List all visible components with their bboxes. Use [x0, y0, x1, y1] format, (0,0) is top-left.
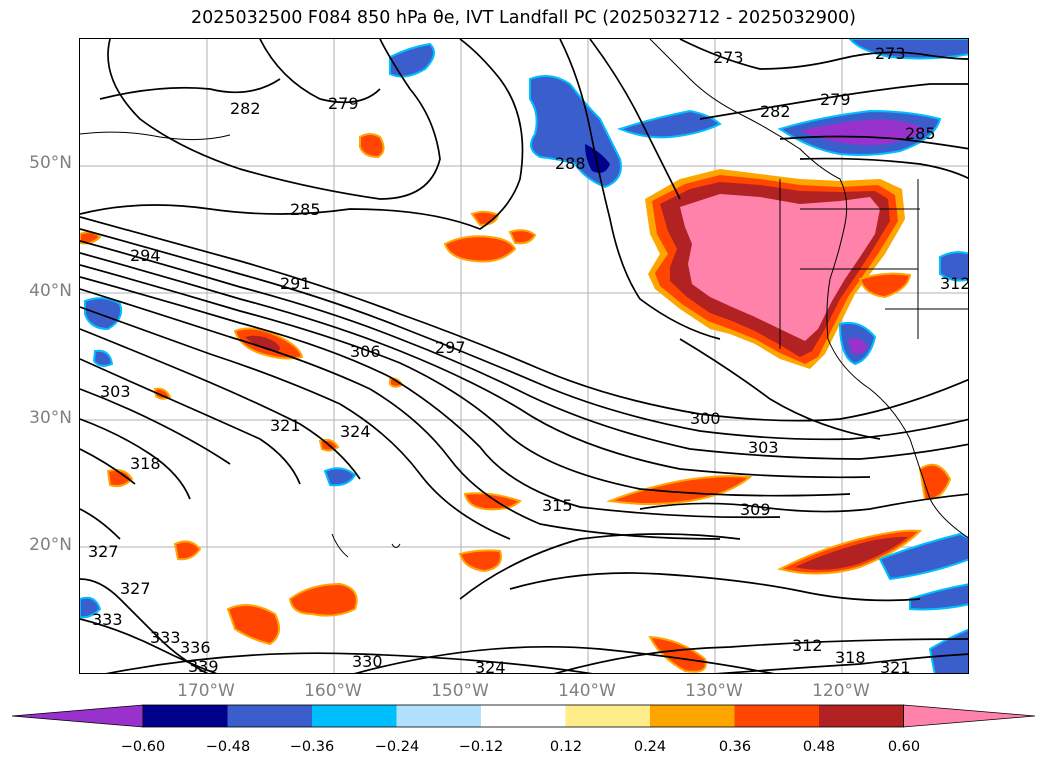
contour-label: 312 — [940, 274, 969, 293]
colorbar-segment — [734, 705, 820, 727]
colorbar-segment — [396, 705, 482, 727]
contour-label: 327 — [88, 542, 119, 561]
contour-label: 303 — [100, 382, 131, 401]
colorbar-tick-label: 0.12 — [549, 739, 583, 755]
contour-label: 327 — [120, 579, 151, 598]
contour-label: 285 — [905, 124, 936, 143]
contour-label: 309 — [740, 500, 771, 519]
contour-label: 321 — [270, 416, 301, 435]
lon-label: 150°W — [431, 681, 489, 701]
colorbar-tick-label: −0.12 — [458, 739, 504, 755]
contour-label: 330 — [352, 652, 383, 671]
colorbar-tick-label: −0.24 — [374, 739, 420, 755]
contour-label: 318 — [835, 648, 866, 667]
lon-label: 120°W — [812, 681, 870, 701]
contour-label: 300 — [690, 409, 721, 428]
contour-label: 318 — [130, 454, 161, 473]
colorbar-segments — [11, 704, 1036, 728]
colorbar-tick-label: −0.60 — [120, 739, 166, 755]
map-canvas: 273 273 279 279 282 282 285 285 288 291 … — [80, 39, 969, 674]
contour-label: 333 — [92, 610, 123, 629]
colorbar-extend-low — [11, 704, 144, 728]
colorbar-tick-label: 0.36 — [718, 739, 752, 755]
colorbar-tick-label: 0.60 — [887, 739, 921, 755]
contour-label: 285 — [290, 200, 321, 219]
contour-label: 288 — [555, 154, 586, 173]
colorbar-segment — [143, 705, 228, 727]
contour-label: 282 — [230, 99, 261, 118]
lat-label: 20°N — [29, 535, 72, 555]
contour-label: 324 — [475, 658, 506, 674]
theta-e-contours — [80, 39, 968, 673]
contour-label: 312 — [792, 636, 823, 655]
chart-title: 2025032500 F084 850 hPa θe, IVT Landfall… — [191, 8, 856, 28]
pc-negative-patches — [80, 39, 968, 673]
lon-label: 130°W — [685, 681, 743, 701]
contour-label: 297 — [435, 338, 466, 357]
contour-label: 324 — [340, 422, 371, 441]
colorbar-segment — [312, 705, 397, 727]
contour-label: 294 — [130, 246, 161, 265]
colorbar-tick-label: −0.48 — [205, 739, 251, 755]
colorbar-segment — [481, 705, 566, 727]
contour-label: 339 — [188, 657, 219, 674]
colorbar-tick-label: 0.48 — [802, 739, 836, 755]
pc-positive-patches — [80, 133, 952, 673]
colorbar-segment — [650, 705, 735, 727]
colorbar-tick-label: 0.24 — [633, 739, 667, 755]
contour-label: 279 — [328, 94, 359, 113]
contour-label: 282 — [760, 102, 791, 121]
contour-label: 333 — [150, 628, 181, 647]
colorbar-segment — [227, 705, 313, 727]
contour-label: 306 — [350, 342, 381, 361]
map-panel: 273 273 279 279 282 282 285 285 288 291 … — [79, 38, 969, 674]
colorbar-tick-label: −0.36 — [289, 739, 335, 755]
colorbar-segment — [565, 705, 651, 727]
lon-label: 140°W — [558, 681, 616, 701]
colorbar-border — [142, 704, 904, 728]
lat-label: 50°N — [29, 153, 72, 173]
contour-label: 315 — [542, 496, 573, 515]
contour-label: 336 — [180, 638, 211, 657]
lat-label: 30°N — [29, 408, 72, 428]
contour-label: 291 — [280, 274, 311, 293]
contour-label: 303 — [748, 438, 779, 457]
lon-label: 160°W — [304, 681, 362, 701]
colorbar-extend-high — [903, 704, 1036, 728]
contour-label: 279 — [820, 90, 851, 109]
contour-labels: 273 273 279 279 282 282 285 285 288 291 … — [88, 44, 969, 674]
lat-label: 40°N — [29, 281, 72, 301]
lon-label: 170°W — [177, 681, 235, 701]
contour-label: 273 — [875, 44, 906, 63]
colorbar — [11, 704, 1036, 728]
contour-label: 321 — [880, 658, 911, 674]
colorbar-segment — [819, 705, 904, 727]
contour-label: 273 — [713, 48, 744, 67]
